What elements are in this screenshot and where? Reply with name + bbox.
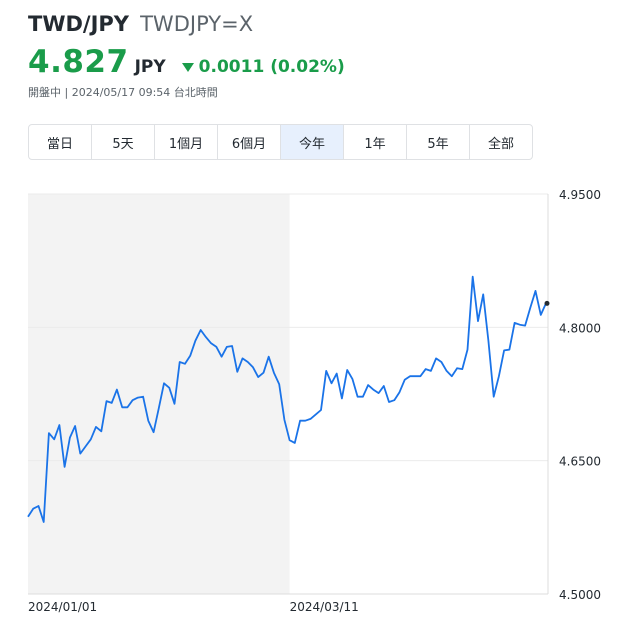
last-price-dot (544, 300, 550, 306)
current-price: 4.827 (28, 44, 129, 80)
price-row: 4.827 JPY 0.0011 (0.02%) (28, 44, 345, 80)
range-tab[interactable]: 6個月 (218, 125, 281, 159)
price-change-value: 0.0011 (0.02%) (198, 57, 345, 77)
market-status: 開盤中 | 2024/05/17 09:54 台北時間 (28, 86, 218, 99)
range-tabs: 當日 5天 1個月 6個月 今年 1年 5年 全部 (28, 124, 533, 160)
currency-pair: TWD/JPY (28, 12, 130, 36)
range-tab[interactable]: 5天 (92, 125, 155, 159)
y-tick-label: 4.9500 (559, 188, 601, 202)
range-tab[interactable]: 5年 (407, 125, 470, 159)
quote-title: TWD/JPY TWDJPY=X (28, 12, 253, 36)
y-tick-label: 4.6500 (559, 455, 601, 469)
ticker-symbol: TWDJPY=X (140, 12, 254, 36)
currency-code: JPY (134, 57, 166, 77)
range-tab[interactable]: 1年 (344, 125, 407, 159)
y-tick-label: 4.8000 (559, 321, 601, 335)
down-arrow-icon (181, 63, 194, 72)
range-tab[interactable]: 當日 (29, 125, 92, 159)
x-tick-label: 2024/03/11 (290, 600, 359, 614)
range-tab[interactable]: 今年 (281, 125, 344, 159)
y-tick-label: 4.5000 (559, 588, 601, 602)
shaded-period (28, 194, 290, 594)
range-tab[interactable]: 1個月 (155, 125, 218, 159)
price-series-line (27, 275, 547, 523)
price-change: 0.0011 (0.02%) (181, 57, 345, 77)
range-tab[interactable]: 全部 (487, 136, 514, 152)
x-tick-label: 2024/01/01 (28, 600, 97, 614)
